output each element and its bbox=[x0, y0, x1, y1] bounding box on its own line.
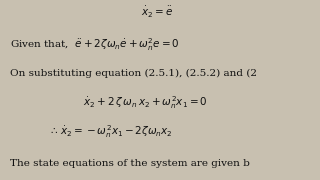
Text: On substituting equation (2.5.1), (2.5.2) and (2: On substituting equation (2.5.1), (2.5.2… bbox=[10, 69, 257, 78]
Text: Given that,  $\ddot{e} + 2\zeta\omega_n\dot{e} + \omega_n^2 e = 0$: Given that, $\ddot{e} + 2\zeta\omega_n\d… bbox=[10, 37, 180, 53]
Text: The state equations of the system are given b: The state equations of the system are gi… bbox=[10, 159, 250, 168]
Text: $\dot{x}_2 = \ddot{e}$: $\dot{x}_2 = \ddot{e}$ bbox=[141, 5, 173, 20]
Text: $\dot{x}_2 + 2\,\zeta\,\omega_n\,x_2 + \omega_n^2 x_1 = 0$: $\dot{x}_2 + 2\,\zeta\,\omega_n\,x_2 + \… bbox=[83, 94, 208, 111]
Text: $\therefore\, \dot{x}_2 = -\omega_n^2 x_1 - 2\zeta\omega_n x_2$: $\therefore\, \dot{x}_2 = -\omega_n^2 x_… bbox=[48, 123, 173, 140]
